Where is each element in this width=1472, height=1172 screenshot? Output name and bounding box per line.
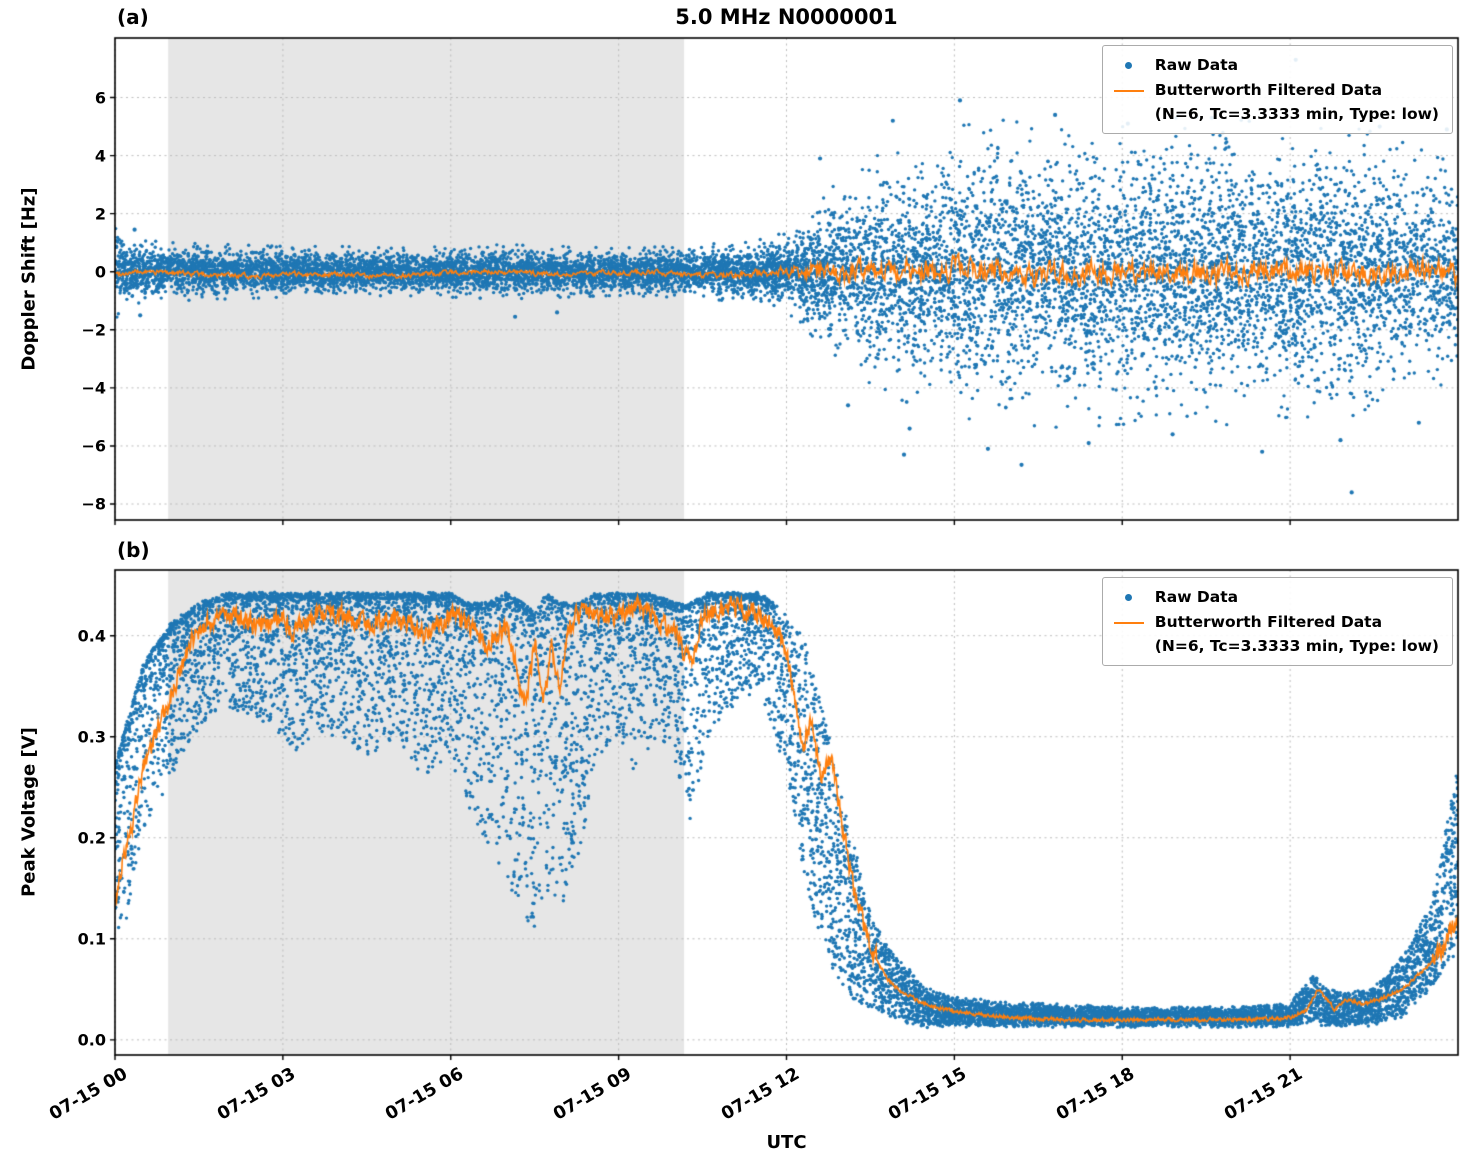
legend-filtered-params: (N=6, Tc=3.3333 min, Type: low) xyxy=(1154,104,1439,123)
legend-raw-label: Raw Data xyxy=(1154,587,1239,606)
legend-filtered-label: Butterworth Filtered Data xyxy=(1154,80,1383,99)
legend-raw-item: Raw Data xyxy=(1111,585,1439,610)
y-tick-label-doppler: −6 xyxy=(81,436,106,456)
y-tick-label-doppler: 4 xyxy=(94,146,106,166)
x-axis-label: UTC xyxy=(766,1132,807,1153)
chart-title: 5.0 MHz N0000001 xyxy=(675,5,898,29)
y-tick-label-voltage: 0.2 xyxy=(77,828,106,848)
legend-panel-b: Raw Data Butterworth Filtered Data (N=6,… xyxy=(1101,577,1453,666)
y-tick-label-doppler: 0 xyxy=(94,262,106,282)
panel-a-label: (a) xyxy=(117,5,149,29)
filtered-line-marker-icon xyxy=(1111,621,1147,624)
y-axis-label-voltage: Peak Voltage [V] xyxy=(18,727,40,897)
legend-filtered-label: Butterworth Filtered Data xyxy=(1154,612,1383,631)
legend-filtered-item: Butterworth Filtered Data xyxy=(1111,78,1439,103)
y-tick-label-voltage: 0.0 xyxy=(77,1030,106,1050)
y-tick-label-voltage: 0.4 xyxy=(77,626,106,646)
y-tick-label-voltage: 0.1 xyxy=(77,929,106,949)
legend-filtered-params: (N=6, Tc=3.3333 min, Type: low) xyxy=(1154,636,1439,655)
panel-b-label: (b) xyxy=(117,538,150,562)
legend-filtered-item: Butterworth Filtered Data xyxy=(1111,610,1439,635)
y-axis-label-doppler: Doppler Shift [Hz] xyxy=(18,187,40,371)
y-tick-label-doppler: 2 xyxy=(94,204,106,224)
y-tick-label-doppler: −2 xyxy=(81,320,106,340)
y-tick-label-doppler: −4 xyxy=(81,378,106,398)
raw-data-marker-icon xyxy=(1111,62,1147,69)
legend-panel-a: Raw Data Butterworth Filtered Data (N=6,… xyxy=(1101,45,1453,134)
legend-raw-item: Raw Data xyxy=(1111,53,1439,78)
y-tick-label-doppler: −8 xyxy=(81,494,106,514)
y-tick-label-doppler: 6 xyxy=(94,88,106,108)
filtered-line-marker-icon xyxy=(1111,89,1147,92)
legend-raw-label: Raw Data xyxy=(1154,55,1239,74)
y-tick-label-voltage: 0.3 xyxy=(77,727,106,747)
raw-data-marker-icon xyxy=(1111,594,1147,601)
